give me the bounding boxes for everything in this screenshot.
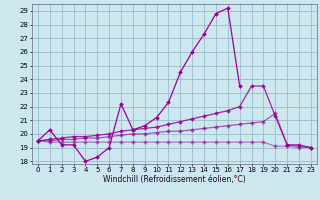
X-axis label: Windchill (Refroidissement éolien,°C): Windchill (Refroidissement éolien,°C) [103, 175, 246, 184]
